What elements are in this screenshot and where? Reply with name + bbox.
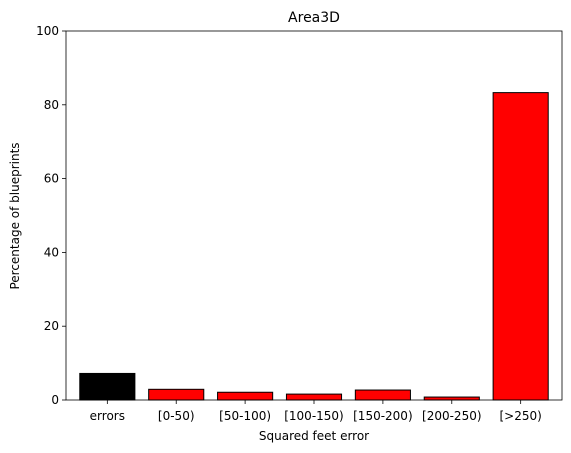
y-tick-label: 100 [36,24,59,38]
y-tick-label: 0 [51,393,59,407]
bar-0 [79,372,136,401]
bar-1 [148,388,205,401]
x-tick-label: [100-150) [284,409,344,423]
bar-2 [217,391,274,401]
y-axis-ticks: 0 20 40 60 80 100 [36,24,66,407]
plot-frame [65,30,563,401]
x-axis-ticks: errors [0-50) [50-100) [100-150) [150-200) [2… [90,400,542,423]
bar-6 [492,92,549,401]
bar-5 [423,396,480,401]
bar-3 [285,393,343,401]
x-tick-label: [0-50) [158,409,195,423]
y-tick-label: 60 [44,172,59,186]
y-tick-label: 80 [44,98,59,112]
y-tick-label: 20 [44,319,59,333]
x-tick-label: [50-100) [219,409,271,423]
x-tick-label: errors [90,409,125,423]
bar-4 [354,389,411,401]
bars-group [79,92,549,401]
y-tick-label: 40 [44,245,59,259]
y-axis-label: Percentage of blueprints [8,142,22,289]
chart-title: Area3D [288,10,340,26]
x-tick-label: [>250) [500,409,542,423]
x-tick-label: [200-250) [422,409,482,423]
x-axis-label: Squared feet error [259,429,369,443]
x-tick-label: [150-200) [353,409,413,423]
